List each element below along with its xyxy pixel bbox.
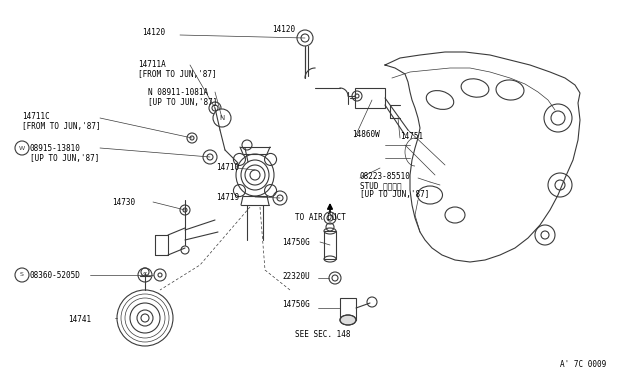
Circle shape [15,268,29,282]
Text: 14741: 14741 [68,315,91,324]
Circle shape [15,141,29,155]
Text: 14751: 14751 [400,132,423,141]
Text: S: S [143,272,147,278]
Circle shape [138,268,152,282]
Text: [UP TO JUN,'87]: [UP TO JUN,'87] [30,154,99,163]
Circle shape [213,109,231,127]
Text: 08360-5205D: 08360-5205D [30,271,81,280]
Text: SEE SEC. 148: SEE SEC. 148 [295,330,351,339]
Text: [FROM TO JUN,'87]: [FROM TO JUN,'87] [22,122,100,131]
Text: A' 7C 0009: A' 7C 0009 [560,360,606,369]
Text: 14750G: 14750G [282,300,310,309]
Text: 14120: 14120 [272,25,295,34]
Text: 22320U: 22320U [282,272,310,281]
Text: 14750G: 14750G [282,238,310,247]
Text: [FROM TO JUN,'87]: [FROM TO JUN,'87] [138,70,216,79]
Bar [324,231,336,259]
Text: 14711A: 14711A [138,60,166,69]
Ellipse shape [340,315,356,325]
Text: 14860W: 14860W [352,130,380,139]
Text: 08915-13810: 08915-13810 [30,144,81,153]
Text: 08223-85510: 08223-85510 [360,172,411,181]
Bar [340,298,356,320]
Text: 14120: 14120 [142,28,165,37]
Text: 14710: 14710 [216,163,239,172]
Bar [355,88,385,108]
Text: STUD スタッド: STUD スタッド [360,181,402,190]
Text: S: S [20,273,24,278]
Text: TO AIR DUCT: TO AIR DUCT [295,213,346,222]
Text: N: N [220,115,225,121]
Text: N 08911-1081A: N 08911-1081A [148,88,208,97]
Text: [UP TO JUN,'87]: [UP TO JUN,'87] [360,190,429,199]
Ellipse shape [236,154,274,196]
Text: 14711C: 14711C [22,112,50,121]
Text: 14719: 14719 [216,193,239,202]
Text: W: W [19,145,25,151]
Text: 14730: 14730 [112,198,135,207]
Text: [UP TO JUN,'87]: [UP TO JUN,'87] [148,98,218,107]
